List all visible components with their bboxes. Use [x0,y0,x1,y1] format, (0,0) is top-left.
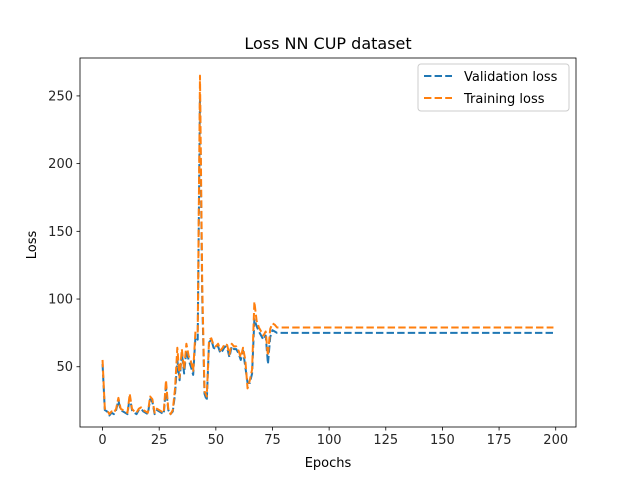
chart-title: Loss NN CUP dataset [244,34,411,53]
series-line-training-loss [101,74,554,416]
x-tick-label: 0 [98,433,106,448]
x-tick-label: 125 [373,433,398,448]
legend-label: Validation loss [464,70,558,85]
x-tick-label: 175 [487,433,512,448]
y-tick-label: 100 [48,293,73,308]
legend-label: Training loss [463,92,545,107]
x-tick-label: 100 [317,433,342,448]
y-tick-label: 200 [48,157,73,172]
plot-area [79,57,577,428]
y-tick-label: 150 [48,225,73,240]
y-tick-label: 50 [56,360,73,375]
y-axis: 50 100 150 200 250 [48,89,80,375]
x-tick-label: 25 [151,433,168,448]
x-tick-label: 75 [264,433,281,448]
plot-frame [79,57,577,428]
x-axis: 0 25 50 75 100 125 150 175 200 [98,427,568,448]
x-tick-label: 150 [430,433,455,448]
legend-box [417,63,570,112]
legend: Validation loss Training loss [417,63,570,112]
x-tick-label: 50 [208,433,225,448]
y-tick-label: 250 [48,89,73,104]
x-axis-title: Epochs [305,456,352,471]
y-axis-title: Loss [25,231,40,260]
x-tick-label: 200 [543,433,568,448]
series-line-validation-loss [101,94,554,417]
